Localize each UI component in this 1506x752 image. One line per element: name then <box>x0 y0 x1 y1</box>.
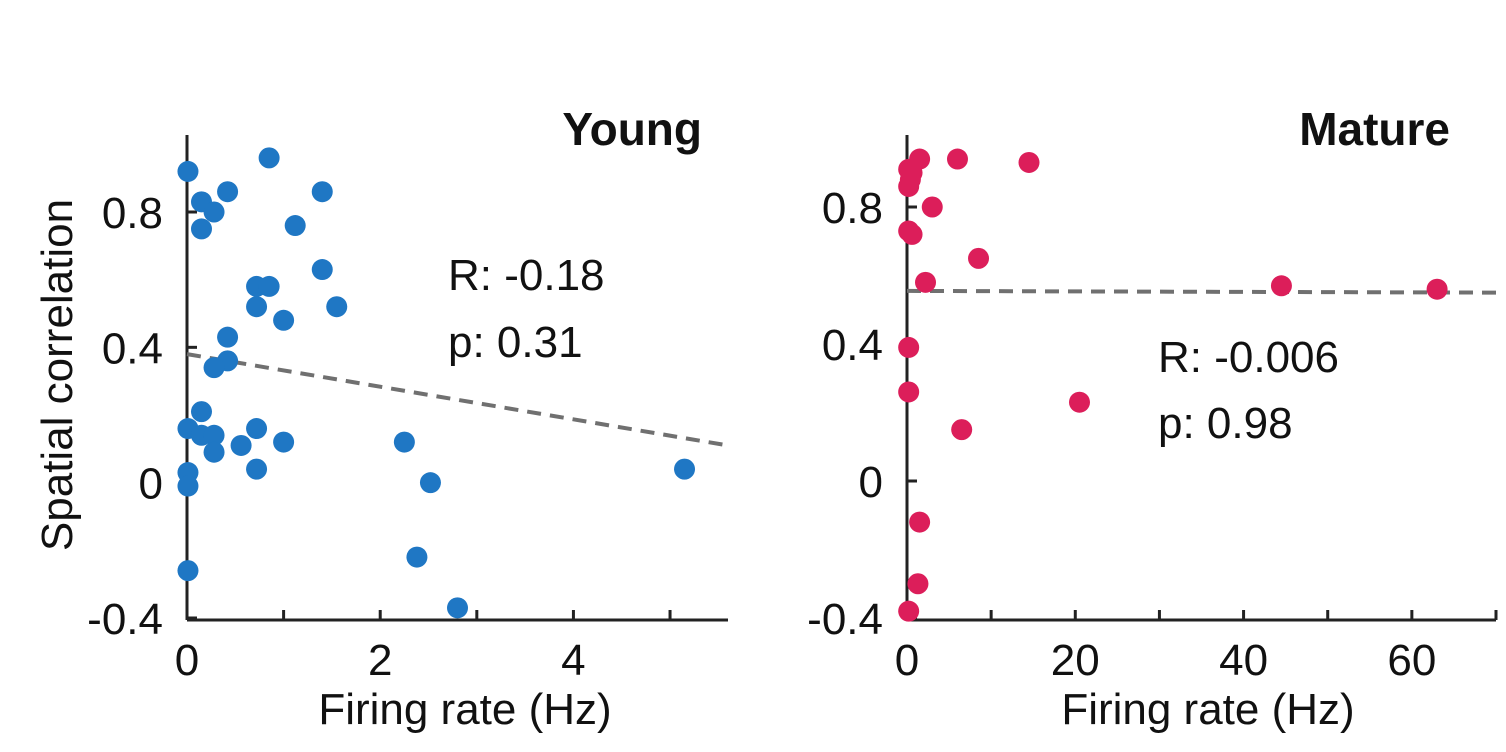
mature-data-point <box>1426 278 1448 300</box>
mature-data-point <box>901 223 923 245</box>
young-data-point <box>284 215 306 237</box>
young-data-point <box>177 475 199 497</box>
mature-data-point <box>909 148 931 170</box>
mature-panel: Mature -0.400.40.8 0 20 40 60 R: -0.006 p: … <box>807 103 1498 734</box>
young-r-value: R: -0.18 <box>448 251 605 300</box>
mature-data-point <box>946 148 968 170</box>
young-data-point <box>246 418 268 440</box>
young-data-point <box>203 357 225 379</box>
young-data-point <box>177 560 199 582</box>
mature-x-tick-label: 60 <box>1387 636 1436 685</box>
young-data-point <box>190 218 212 240</box>
young-title: Young <box>562 103 702 155</box>
mature-data-point <box>898 336 920 358</box>
mature-data-point <box>907 573 929 595</box>
mature-data-point <box>915 271 937 293</box>
mature-y-tick-label: 0.4 <box>822 321 883 370</box>
young-x-tick-label: 0 <box>175 636 199 685</box>
young-y-axis-title: Spatial correlation <box>33 199 82 551</box>
young-data-point <box>258 147 280 169</box>
young-x-tick-label: 2 <box>368 636 392 685</box>
mature-r-value: R: -0.006 <box>1158 333 1339 382</box>
young-data-point <box>217 181 239 203</box>
young-data-point <box>203 441 225 463</box>
mature-y-tick-label: 0.8 <box>822 184 883 233</box>
mature-title: Mature <box>1299 103 1450 155</box>
mature-fit-line <box>906 288 1497 295</box>
young-x-axis-title: Firing rate (Hz) <box>318 685 611 734</box>
mature-y-tick-label: -0.4 <box>807 595 883 644</box>
young-y-tick-label: 0.4 <box>102 324 163 373</box>
young-data-point <box>246 458 268 480</box>
young-data-point <box>230 434 252 456</box>
mature-x-tick-label: 40 <box>1219 636 1268 685</box>
young-data-point <box>258 275 280 297</box>
young-data-point <box>311 181 333 203</box>
young-data-point <box>447 597 468 619</box>
mature-data-point <box>1068 391 1090 413</box>
young-data-point <box>419 472 441 494</box>
young-data-point <box>406 546 428 568</box>
young-p-value: p: 0.31 <box>448 318 583 367</box>
mature-data-point <box>1018 151 1040 173</box>
young-data-point <box>217 326 239 348</box>
mature-data-point <box>909 511 931 533</box>
young-data-point <box>273 309 295 331</box>
young-x-tick-label: 4 <box>561 636 585 685</box>
mature-data-point <box>1270 275 1292 297</box>
young-data-point <box>246 296 268 318</box>
mature-data-point <box>898 381 920 403</box>
young-data-point <box>190 401 212 423</box>
young-fit-line <box>186 352 729 448</box>
young-y-tick-label: -0.4 <box>87 595 163 644</box>
mature-data-point <box>921 196 943 218</box>
mature-data-point <box>968 247 990 269</box>
young-data-point <box>674 458 696 480</box>
mature-data-point <box>898 600 920 622</box>
mature-x-tick-label: 20 <box>1051 636 1100 685</box>
young-data-point <box>203 424 225 446</box>
young-data-point <box>393 431 415 453</box>
mature-data-point <box>951 419 973 441</box>
young-data-point <box>311 259 333 281</box>
young-y-tick-label: 0 <box>139 460 163 509</box>
mature-y-tick-label: 0 <box>859 458 883 507</box>
young-data-point <box>203 201 225 223</box>
mature-x-tick-label: 0 <box>895 636 919 685</box>
young-data-point <box>273 431 295 453</box>
young-y-tick-label: 0.8 <box>102 189 163 238</box>
mature-x-axis-title: Firing rate (Hz) <box>1061 685 1354 734</box>
young-data-point <box>177 160 199 182</box>
young-data-point <box>326 296 348 318</box>
mature-p-value: p: 0.98 <box>1158 399 1293 448</box>
